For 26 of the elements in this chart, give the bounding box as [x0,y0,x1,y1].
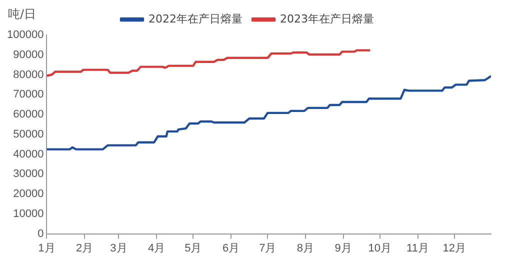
y-tick-label: 70000 [13,88,44,101]
y-tick-label: 0 [38,228,44,240]
x-tick-label: 10月 [368,242,392,254]
y-tick-label: 90000 [13,48,44,61]
x-tick-label: 9月 [334,242,352,254]
legend-label: 2023年在产日熔量 [280,12,374,26]
y-tick-label: 60000 [13,108,44,121]
x-tick-label: 5月 [184,242,202,254]
y-tick-label: 50000 [13,128,44,140]
y-axis-title: 吨/日 [8,6,36,23]
y-tick-label: 40000 [13,148,44,160]
x-tick-label: 7月 [259,242,276,254]
y-tick-label: 30000 [13,168,44,180]
x-tick-label: 11月 [406,242,429,254]
x-tick-label: 8月 [296,242,314,254]
y-tick-label: 100000 [6,29,44,42]
x-tick-label: 6月 [222,242,240,254]
x-tick-label: 3月 [110,242,128,254]
y-tick-label: 20000 [13,188,44,200]
x-tick-label: 4月 [148,242,166,254]
legend-label: 2022年在产日熔量 [148,12,243,26]
x-tick-label: 12月 [442,242,466,254]
y-tick-label: 10000 [13,208,44,220]
x-tick-label: 1月 [38,242,56,254]
y-tick-label: 80000 [13,68,44,81]
x-tick-label: 2月 [76,242,94,254]
